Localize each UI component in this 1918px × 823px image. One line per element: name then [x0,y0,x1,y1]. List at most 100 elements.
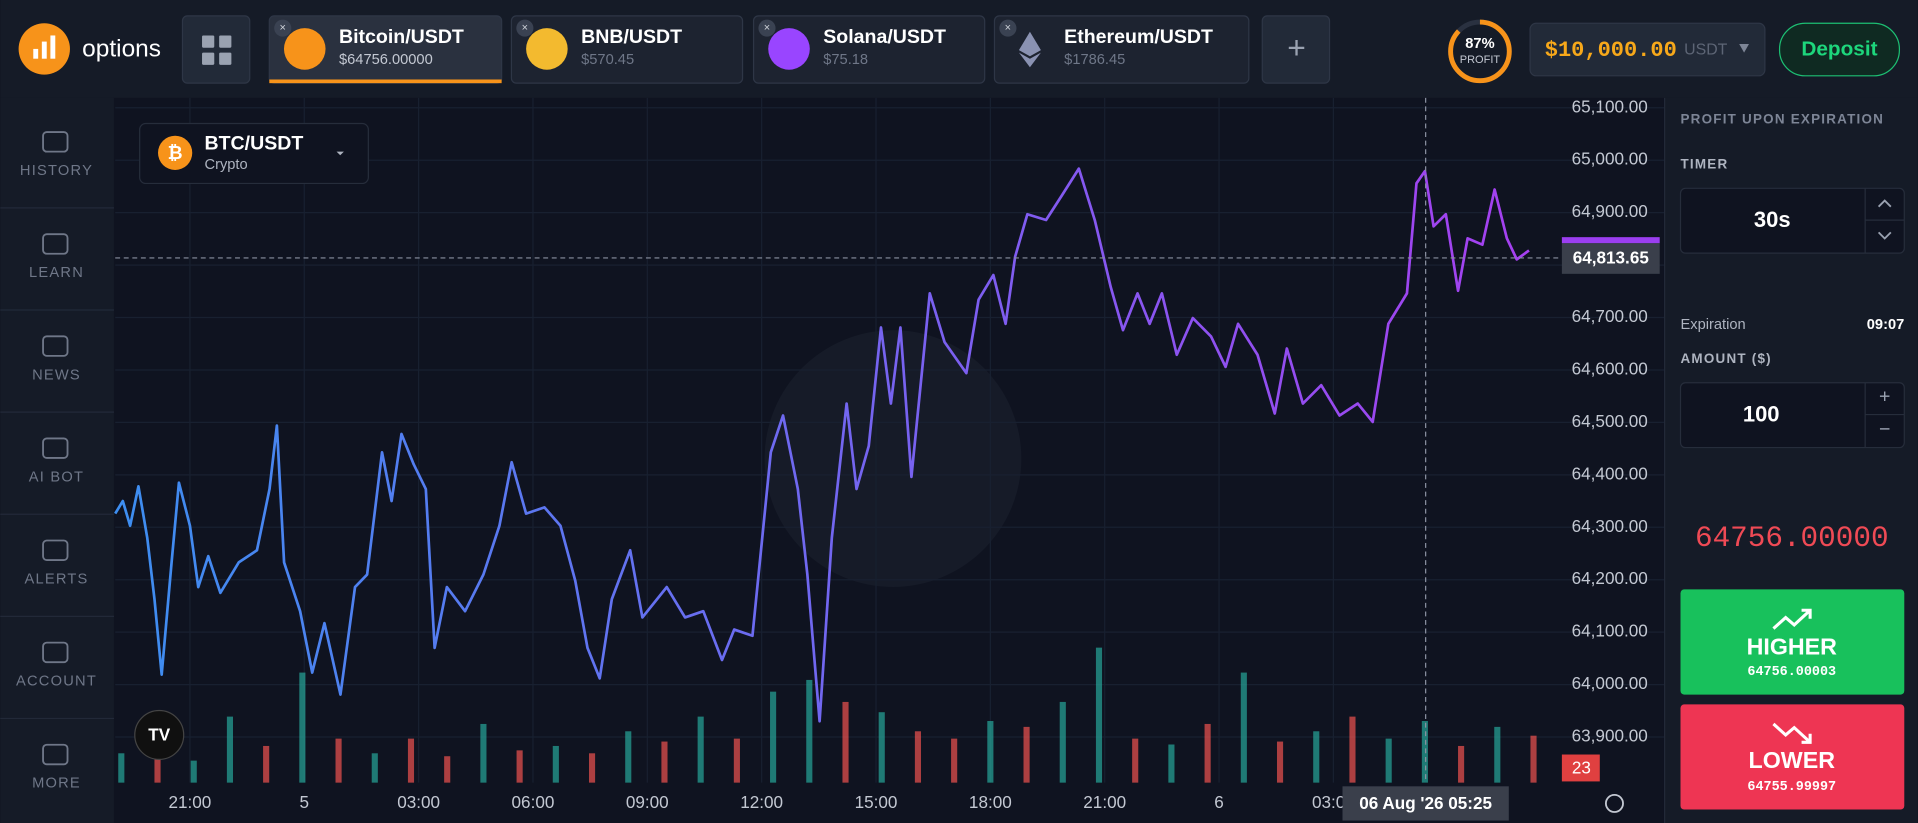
volume-bar [190,760,197,783]
volume-bar [263,745,270,783]
volume-bar [1168,744,1175,783]
volume-bar [697,716,704,783]
nav-icon [42,335,69,357]
tab-close[interactable] [758,19,776,37]
volume-bar [625,731,632,783]
volume-bar [878,712,885,783]
tab-close[interactable] [274,19,292,37]
volume-bar [552,745,559,783]
volume-bar [516,750,523,783]
nav-item[interactable]: ALERTS [24,572,88,588]
y-tick-label: 64,100.00 [1572,622,1648,641]
lower-button[interactable] [1680,704,1905,810]
higher-button[interactable] [1680,589,1905,695]
watermark [764,330,1022,587]
volume-bar [226,716,233,783]
svg-text:TV: TV [148,726,170,745]
tab-price: $1786.45 [1064,52,1125,68]
volume-bar [770,691,777,783]
profit-value: 87% [1465,36,1494,52]
nav-icon [42,233,69,255]
volume-bar [588,753,596,783]
expiration-label: Expiration [1681,317,1746,333]
nav-item[interactable]: NEWS [32,367,81,383]
volume-bar [1276,741,1284,783]
timer-label: TIMER [1681,157,1729,172]
tab[interactable] [510,15,744,84]
balance-box[interactable] [1529,22,1766,77]
profit-expiration-label: PROFIT UPON EXPIRATION [1681,111,1885,126]
volume-bar [1132,738,1139,783]
volume-bar [733,738,740,783]
price-line [114,167,1530,723]
tab-icon [768,28,810,70]
higher-price: 64756.00003 [1747,665,1836,680]
x-tick-label: 15:00 [855,793,898,812]
countdown-tag [1561,754,1600,782]
logo-text: options [82,36,161,63]
nav-icon [42,131,69,153]
add-tab-button[interactable] [1261,15,1331,84]
nav-item[interactable]: HISTORY [20,163,93,179]
tab-close-icon: × [764,22,770,34]
lower-price: 64755.99997 [1747,780,1836,795]
currency: USDT [1684,41,1728,58]
amount-label: AMOUNT ($) [1681,351,1772,366]
balance: $10,000.00 [1545,38,1677,63]
tab-price: $64756.00000 [339,52,433,68]
x-tick-label: 6 [1214,793,1224,812]
volume-bar [951,738,958,783]
tradingview-logo[interactable] [134,709,185,761]
volume-bar [1421,721,1428,783]
crosshair-label: 06 Aug '26 05:25 [1359,794,1492,813]
expiration-value: 09:07 [1867,317,1905,333]
amount-value: 100 [1743,402,1780,427]
add-icon: + [1287,30,1306,66]
tab-close[interactable] [516,19,534,37]
volume-bar [1530,735,1537,783]
svg-text:−: − [1879,419,1890,441]
y-tick-label: 63,900.00 [1572,727,1648,746]
profit-label: PROFIT [1460,54,1501,66]
tab[interactable] [752,15,986,84]
symbol-kind: Crypto [204,157,247,173]
tab-icon [526,28,568,70]
tab-price: $75.18 [823,52,868,68]
nav-item[interactable]: AI BOT [29,469,84,485]
volume-bar [914,731,921,783]
higher-label: HIGHER [1747,633,1838,659]
nav-item[interactable]: LEARN [29,265,84,281]
y-tick-label: 64,600.00 [1572,359,1648,378]
tab[interactable] [993,15,1250,84]
volume-bar [407,738,415,783]
last-price-label: 64,813.65 [1573,249,1650,268]
x-tick-label: 5 [300,793,310,812]
volume-bar [1204,723,1211,783]
nav-icon [42,437,69,459]
volume-bar [806,679,813,783]
nav-item[interactable]: ACCOUNT [16,674,97,690]
layout-button[interactable] [181,15,251,84]
settings-icon[interactable] [1604,793,1624,813]
tab-close-icon: × [280,22,286,34]
tab-close[interactable] [999,19,1017,37]
deposit-button[interactable] [1778,22,1901,77]
last-price-tag-bar [1561,237,1660,244]
countdown-label: 23 [1572,759,1591,778]
tab-active-indicator [269,79,502,84]
tab-close-icon: × [1005,22,1011,34]
svg-text:₿: ₿ [168,142,183,163]
y-tick-label: 64,900.00 [1572,202,1648,221]
nav-item[interactable]: MORE [32,776,81,792]
current-price: 64756.00000 [1695,522,1889,555]
tab-pair: Solana/USDT [823,26,946,48]
volume-bar [371,753,378,783]
crosshair-tag [1342,786,1509,821]
x-tick-label: 09:00 [626,793,669,812]
tab-close-icon: × [522,22,528,34]
tab-pair: Ethereum/USDT [1064,26,1213,48]
nav-icon [42,641,69,664]
y-tick-label: 64,200.00 [1572,569,1648,588]
symbol-selector[interactable] [139,122,369,185]
